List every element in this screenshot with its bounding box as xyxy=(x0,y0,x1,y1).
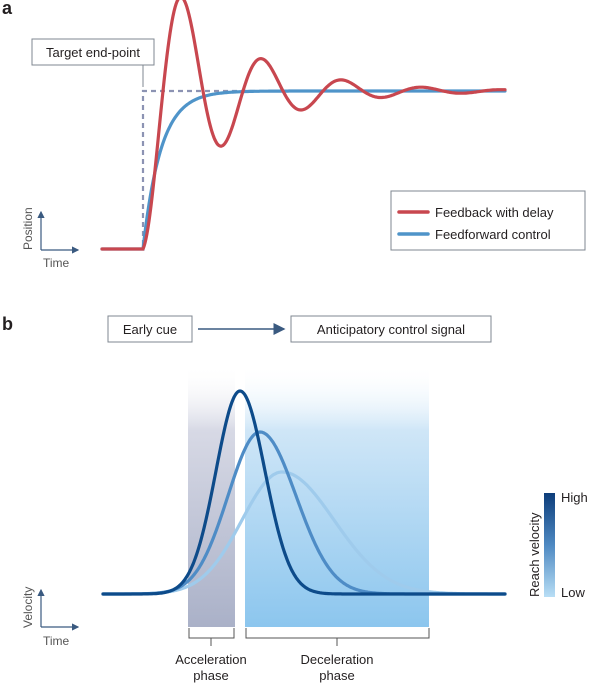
panel-a: a Target end-point Feedback with delay F… xyxy=(2,0,586,270)
legend-label-feedback: Feedback with delay xyxy=(435,205,554,220)
feedback-curve xyxy=(100,0,507,251)
colorbar-high-label: High xyxy=(561,490,588,505)
acceleration-bracket xyxy=(188,628,235,639)
colorbar-low-label: Low xyxy=(561,585,585,600)
velocity-curve-high xyxy=(101,389,507,596)
legend: Feedback with delay Feedforward control xyxy=(390,190,586,251)
colorbar-title: Reach velocity xyxy=(527,512,542,597)
deceleration-bracket xyxy=(245,628,430,639)
early-cue-label: Early cue xyxy=(123,322,177,337)
legend-label-feedforward: Feedforward control xyxy=(435,227,551,242)
panel-b-axes: Velocity Time xyxy=(21,587,80,648)
acceleration-label-line1: Acceleration xyxy=(175,652,247,667)
deceleration-label-line1: Deceleration xyxy=(301,652,374,667)
target-label-box xyxy=(31,38,155,66)
deceleration-label-line2: phase xyxy=(319,668,354,683)
panel-a-label: a xyxy=(2,0,13,18)
acceleration-label-line2: phase xyxy=(193,668,228,683)
x-axis-label: Time xyxy=(43,634,70,648)
early-cue-box xyxy=(107,315,193,343)
reach-velocity-colorbar: Reach velocity High Low xyxy=(527,490,588,600)
control-signal-label: Anticipatory control signal xyxy=(317,322,465,337)
x-axis-label: Time xyxy=(43,256,70,270)
legend-box xyxy=(390,190,586,251)
control-signal-box xyxy=(290,315,492,343)
panel-b-label: b xyxy=(2,314,13,334)
panel-a-axes: Position Time xyxy=(21,207,80,270)
panel-b: b Early cue Anticipatory control signal … xyxy=(2,314,588,683)
y-axis-label: Position xyxy=(21,207,35,250)
deceleration-band xyxy=(245,365,429,627)
colorbar-gradient xyxy=(544,493,555,597)
y-axis-label: Velocity xyxy=(21,587,35,628)
target-label: Target end-point xyxy=(46,45,140,60)
